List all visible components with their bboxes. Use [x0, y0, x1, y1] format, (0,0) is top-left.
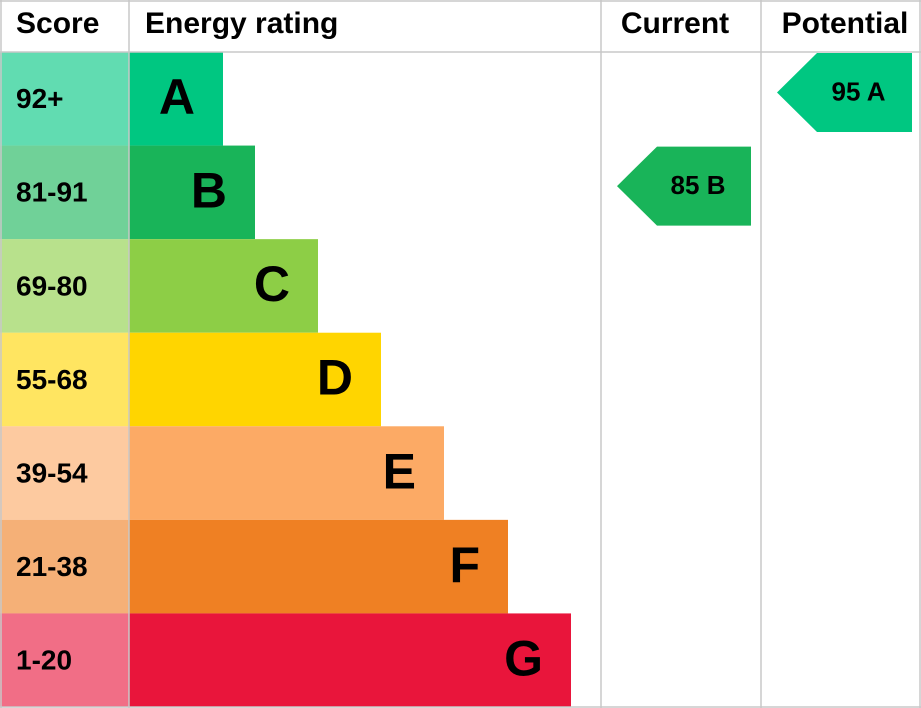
score-label: 81-91 [16, 177, 88, 208]
rating-bar [129, 52, 223, 146]
score-cell [0, 519, 129, 614]
rating-letter: B [191, 163, 227, 219]
header-potential: Potential [782, 7, 909, 40]
potential-score: 95 [832, 76, 861, 106]
score-label: 55-68 [16, 364, 88, 395]
score-label: 39-54 [16, 457, 88, 488]
header-energy-rating: Energy rating [145, 7, 338, 40]
rating-bar [129, 519, 508, 614]
rating-bar [129, 239, 318, 333]
rating-letter: F [449, 537, 480, 593]
score-label: 69-80 [16, 270, 88, 301]
rating-bar [129, 332, 381, 427]
score-label: 21-38 [16, 551, 88, 582]
rating-letter: G [504, 630, 543, 686]
potential-arrow [777, 53, 912, 132]
rating-letter: C [254, 256, 290, 312]
rating-letter: D [317, 350, 353, 406]
current-label: 85 B [671, 170, 726, 200]
rating-letter: E [383, 443, 416, 499]
current-rating: B [707, 170, 726, 200]
score-cell [0, 332, 129, 427]
rating-bar [129, 145, 255, 240]
rating-bar [129, 426, 444, 520]
score-cell [0, 239, 129, 333]
current-score: 85 [671, 170, 700, 200]
header-score: Score [16, 7, 99, 40]
score-cell [0, 426, 129, 520]
potential-rating: A [867, 76, 886, 106]
potential-label: 95 A [832, 76, 886, 106]
score-cell [0, 613, 129, 707]
rating-bar [129, 613, 571, 707]
current-arrow [617, 146, 751, 226]
score-cell [0, 52, 129, 146]
rating-letter: A [159, 69, 195, 125]
score-label: 1-20 [16, 645, 72, 676]
score-cell [0, 145, 129, 240]
score-label: 92+ [16, 83, 64, 114]
header-current: Current [621, 7, 729, 40]
